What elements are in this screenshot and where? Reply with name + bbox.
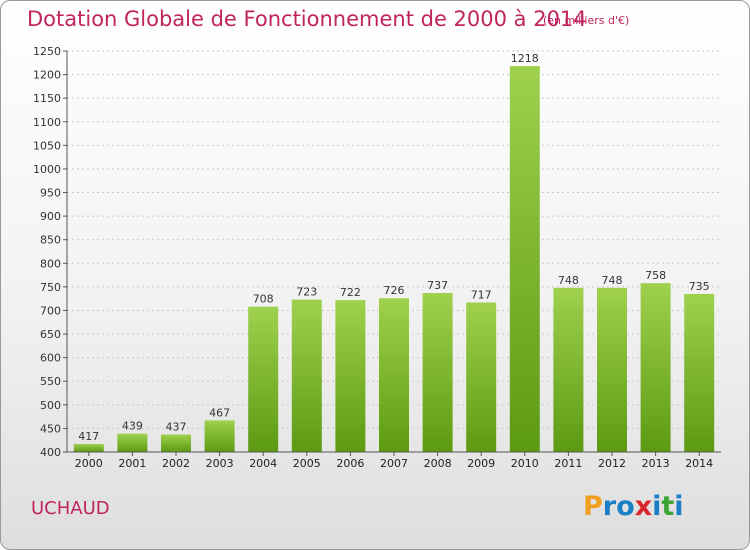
bar-2013 — [640, 283, 671, 452]
y-tick-label: 900 — [40, 210, 61, 223]
logo-letter: r — [602, 491, 617, 522]
x-tick-label-2005: 2005 — [293, 457, 321, 470]
x-tick-label-2007: 2007 — [380, 457, 408, 470]
bar-2008 — [422, 293, 453, 452]
y-tick-label: 1100 — [33, 116, 61, 129]
bar-2003 — [204, 420, 235, 452]
x-tick-label-2000: 2000 — [75, 457, 103, 470]
data-label-2008: 737 — [427, 279, 448, 292]
y-tick-label: 800 — [40, 257, 61, 270]
data-label-2005: 723 — [296, 286, 317, 299]
y-tick-label: 600 — [40, 352, 61, 365]
x-tick-label-2010: 2010 — [511, 457, 539, 470]
proxiti-logo: Proxiti — [583, 491, 684, 522]
commune-name: UCHAUD — [31, 498, 110, 519]
data-label-2007: 726 — [384, 284, 405, 297]
data-label-2013: 758 — [645, 269, 666, 282]
data-label-2014: 735 — [689, 280, 710, 293]
y-tick-label: 1150 — [33, 92, 61, 105]
bar-2001 — [117, 433, 148, 452]
y-tick-label: 550 — [40, 375, 61, 388]
x-tick-label-2004: 2004 — [249, 457, 277, 470]
bar-2011 — [553, 287, 584, 452]
chart-subtitle: (en milliers d'€) — [543, 14, 630, 27]
x-tick-label-2008: 2008 — [424, 457, 452, 470]
data-label-2003: 467 — [209, 406, 230, 419]
y-tick-label: 700 — [40, 304, 61, 317]
data-label-2011: 748 — [558, 274, 579, 287]
y-tick-label: 850 — [40, 234, 61, 247]
y-tick-label: 1000 — [33, 163, 61, 176]
x-tick-label-2012: 2012 — [598, 457, 626, 470]
x-tick-label-2011: 2011 — [554, 457, 582, 470]
bar-2004 — [248, 306, 279, 452]
bar-2012 — [597, 287, 627, 452]
y-tick-label: 750 — [40, 281, 61, 294]
y-tick-label: 1050 — [33, 139, 61, 152]
chart-title: Dotation Globale de Fonctionnement de 20… — [27, 7, 587, 31]
bar-2014 — [684, 293, 715, 452]
data-label-2000: 417 — [78, 430, 99, 443]
y-tick-label: 500 — [40, 399, 61, 412]
logo-letter: i — [652, 491, 662, 522]
x-tick-label-2009: 2009 — [467, 457, 495, 470]
data-label-2006: 722 — [340, 286, 361, 299]
x-tick-label-2002: 2002 — [162, 457, 190, 470]
bar-2007 — [379, 298, 409, 452]
logo-letter: x — [634, 491, 653, 522]
y-tick-label: 400 — [40, 446, 61, 459]
bar-2009 — [466, 302, 497, 452]
logo-letter: o — [616, 491, 635, 522]
logo-letter: P — [583, 491, 603, 522]
bar-2010 — [509, 66, 540, 453]
y-tick-label: 650 — [40, 328, 61, 341]
data-label-2004: 708 — [253, 293, 274, 306]
bar-2002 — [161, 434, 191, 452]
x-tick-label-2013: 2013 — [642, 457, 670, 470]
y-tick-label: 1200 — [33, 69, 61, 82]
data-label-2009: 717 — [471, 288, 492, 301]
data-label-2002: 437 — [166, 421, 187, 434]
y-tick-label: 950 — [40, 187, 61, 200]
logo-letter: t — [661, 491, 675, 522]
data-label-2010: 1218 — [511, 52, 539, 65]
x-tick-label-2003: 2003 — [206, 457, 234, 470]
data-label-2012: 748 — [602, 274, 623, 287]
x-tick-label-2001: 2001 — [118, 457, 146, 470]
y-tick-label: 1250 — [33, 45, 61, 58]
bar-2006 — [335, 300, 366, 452]
bar-2005 — [291, 299, 322, 452]
logo-letter: i — [674, 491, 684, 522]
y-tick-label: 450 — [40, 422, 61, 435]
x-tick-label-2014: 2014 — [685, 457, 713, 470]
data-label-2001: 439 — [122, 420, 143, 433]
x-tick-label-2006: 2006 — [336, 457, 364, 470]
bar-2000 — [73, 443, 104, 452]
